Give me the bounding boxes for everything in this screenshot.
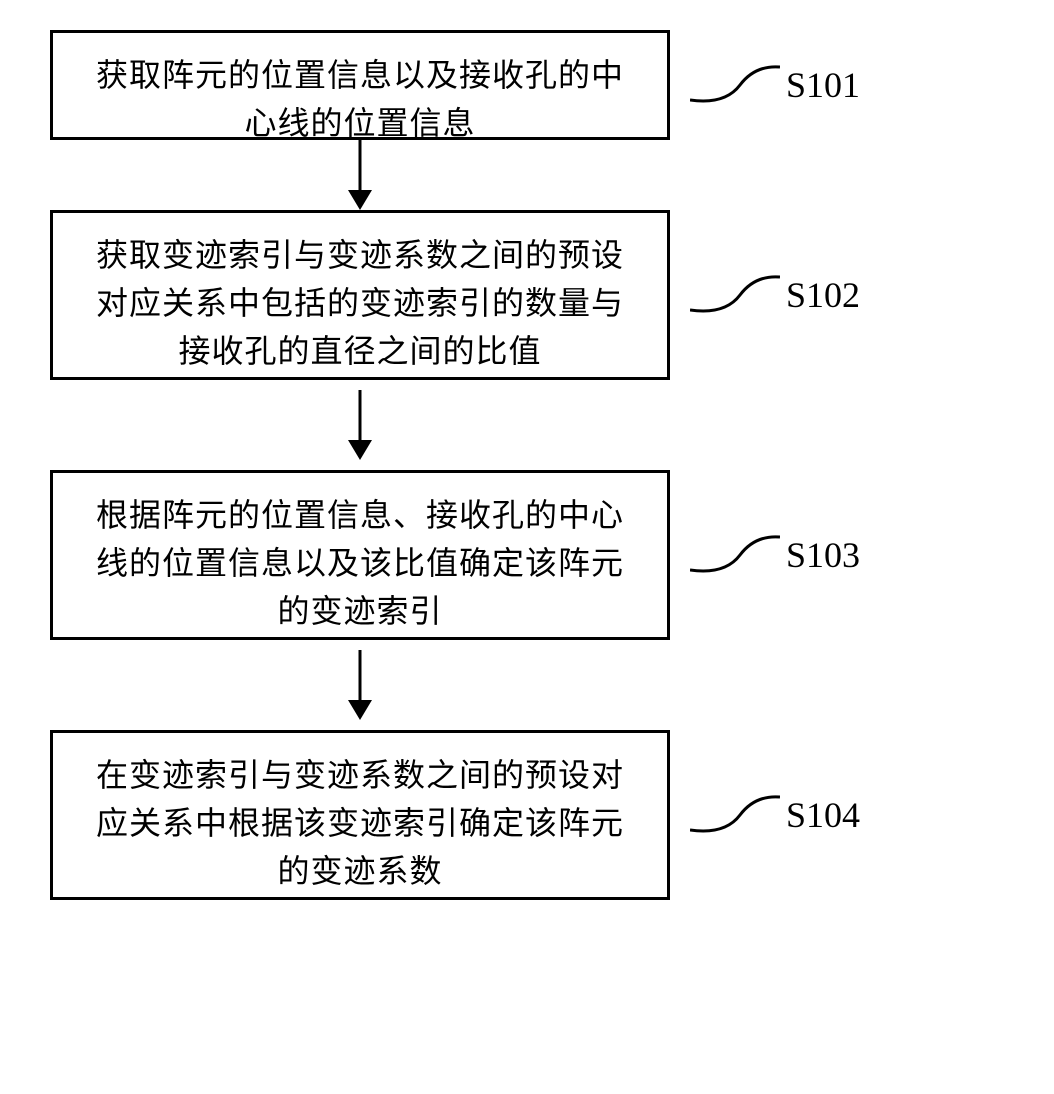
label-connector-curve — [690, 55, 780, 115]
arrow-container — [50, 140, 670, 210]
flow-step: 获取阵元的位置信息以及接收孔的中心线的位置信息 S101 — [50, 30, 1010, 140]
step-id-label: S103 — [786, 534, 860, 576]
down-arrow-icon — [340, 380, 380, 470]
flow-step: 在变迹索引与变迹系数之间的预设对应关系中根据该变迹索引确定该阵元的变迹系数 S1… — [50, 730, 1010, 900]
label-connector-curve — [690, 265, 780, 325]
step-id-label: S101 — [786, 64, 860, 106]
step-text: 获取阵元的位置信息以及接收孔的中心线的位置信息 — [81, 51, 639, 147]
arrow-container — [50, 640, 670, 730]
flowchart-container: 获取阵元的位置信息以及接收孔的中心线的位置信息 S101 获取变迹索引与变迹系数… — [50, 30, 1010, 900]
down-arrow-icon — [340, 140, 380, 210]
step-box: 根据阵元的位置信息、接收孔的中心线的位置信息以及该比值确定该阵元的变迹索引 — [50, 470, 670, 640]
step-box: 获取变迹索引与变迹系数之间的预设对应关系中包括的变迹索引的数量与接收孔的直径之间… — [50, 210, 670, 380]
label-connector-curve — [690, 785, 780, 845]
step-label-wrap: S101 — [690, 55, 860, 115]
label-connector-curve — [690, 525, 780, 585]
step-label-wrap: S104 — [690, 785, 860, 845]
down-arrow-icon — [340, 640, 380, 730]
step-box: 获取阵元的位置信息以及接收孔的中心线的位置信息 — [50, 30, 670, 140]
step-id-label: S104 — [786, 794, 860, 836]
step-label-wrap: S103 — [690, 525, 860, 585]
step-text: 获取变迹索引与变迹系数之间的预设对应关系中包括的变迹索引的数量与接收孔的直径之间… — [81, 231, 639, 375]
flow-step: 获取变迹索引与变迹系数之间的预设对应关系中包括的变迹索引的数量与接收孔的直径之间… — [50, 210, 1010, 380]
arrow-container — [50, 380, 670, 470]
step-text: 在变迹索引与变迹系数之间的预设对应关系中根据该变迹索引确定该阵元的变迹系数 — [81, 751, 639, 895]
step-box: 在变迹索引与变迹系数之间的预设对应关系中根据该变迹索引确定该阵元的变迹系数 — [50, 730, 670, 900]
step-id-label: S102 — [786, 274, 860, 316]
flow-step: 根据阵元的位置信息、接收孔的中心线的位置信息以及该比值确定该阵元的变迹索引 S1… — [50, 470, 1010, 640]
step-text: 根据阵元的位置信息、接收孔的中心线的位置信息以及该比值确定该阵元的变迹索引 — [81, 491, 639, 635]
step-label-wrap: S102 — [690, 265, 860, 325]
